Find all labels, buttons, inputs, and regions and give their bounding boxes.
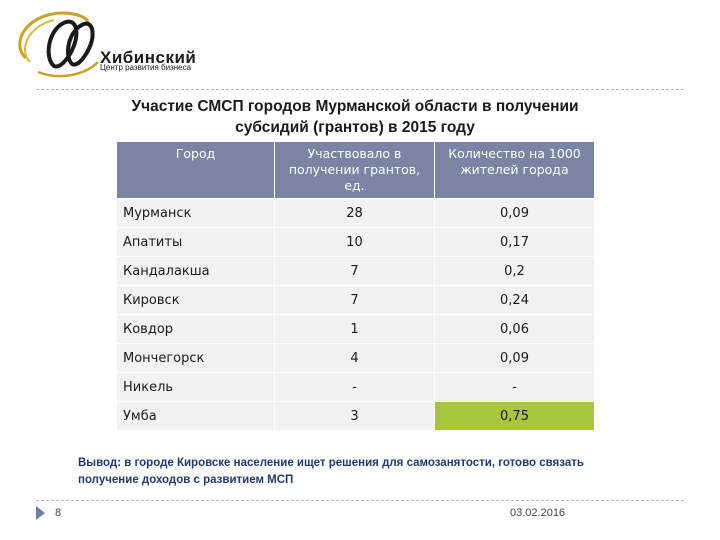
- participated-cell: -: [274, 372, 435, 402]
- participated-cell: 28: [274, 198, 435, 228]
- per-1000-cell: -: [434, 372, 595, 402]
- slide-date: 03.02.2016: [510, 507, 566, 519]
- logo-subtitle: Центр развития бизнеса: [100, 63, 192, 72]
- slide-arrow-icon: [36, 506, 45, 520]
- table-row: Никель - -: [116, 372, 595, 402]
- city-cell: Мончегорск: [116, 343, 275, 373]
- table-row: Мурманск 28 0,09: [116, 198, 595, 228]
- city-cell: Кандалакша: [116, 256, 275, 286]
- per-1000-cell: 0,24: [434, 285, 595, 315]
- conclusion-line-2: получение доходов с развитием МСП: [78, 474, 294, 486]
- city-cell: Умба: [116, 401, 275, 431]
- header-participated: Участвовало в получении грантов, ед.: [274, 141, 435, 199]
- table-row: Кировск 7 0,24: [116, 285, 595, 315]
- participated-cell: 10: [274, 227, 435, 257]
- logo: Хибинский Центр развития бизнеса: [8, 6, 228, 86]
- table-row: Апатиты 10 0,17: [116, 227, 595, 257]
- logo-title: Хибинский: [100, 48, 197, 67]
- city-cell: Ковдор: [116, 314, 275, 344]
- title-line-1: Участие СМСП городов Мурманской области …: [131, 98, 579, 115]
- title-line-2: субсидий (грантов) в 2015 году: [235, 119, 475, 136]
- page-number: 8: [55, 507, 62, 519]
- conclusion-line-1: Вывод: в городе Кировске население ищет …: [78, 457, 584, 469]
- participated-cell: 7: [274, 256, 435, 286]
- grants-table: Город Участвовало в получении грантов, е…: [116, 141, 595, 431]
- city-cell: Никель: [116, 372, 275, 402]
- table-header-row: Город Участвовало в получении грантов, е…: [116, 141, 595, 199]
- per-1000-cell: 0,2: [434, 256, 595, 286]
- participated-cell: 1: [274, 314, 435, 344]
- table-row: Кандалакша 7 0,2: [116, 256, 595, 286]
- logo-emblem-icon: [18, 11, 99, 78]
- per-1000-cell: 0,06: [434, 314, 595, 344]
- city-cell: Мурманск: [116, 198, 275, 228]
- top-divider: [36, 89, 684, 90]
- city-cell: Кировск: [116, 285, 275, 315]
- bottom-divider: [36, 500, 684, 501]
- header-city: Город: [116, 141, 275, 199]
- city-cell: Апатиты: [116, 227, 275, 257]
- table-row: Умба 3 0,75: [116, 401, 595, 431]
- participated-cell: 7: [274, 285, 435, 315]
- table-row: Ковдор 1 0,06: [116, 314, 595, 344]
- slide-title: Участие СМСП городов Мурманской области …: [100, 96, 610, 138]
- per-1000-cell: 0,17: [434, 227, 595, 257]
- per-1000-cell: 0,09: [434, 198, 595, 228]
- table-row: Мончегорск 4 0,09: [116, 343, 595, 373]
- participated-cell: 3: [274, 401, 435, 431]
- conclusion-text: Вывод: в городе Кировске население ищет …: [78, 455, 638, 489]
- participated-cell: 4: [274, 343, 435, 373]
- per-1000-cell: 0,09: [434, 343, 595, 373]
- per-1000-cell-highlighted: 0,75: [434, 401, 595, 431]
- header-per-1000: Количество на 1000 жителей города: [434, 141, 595, 199]
